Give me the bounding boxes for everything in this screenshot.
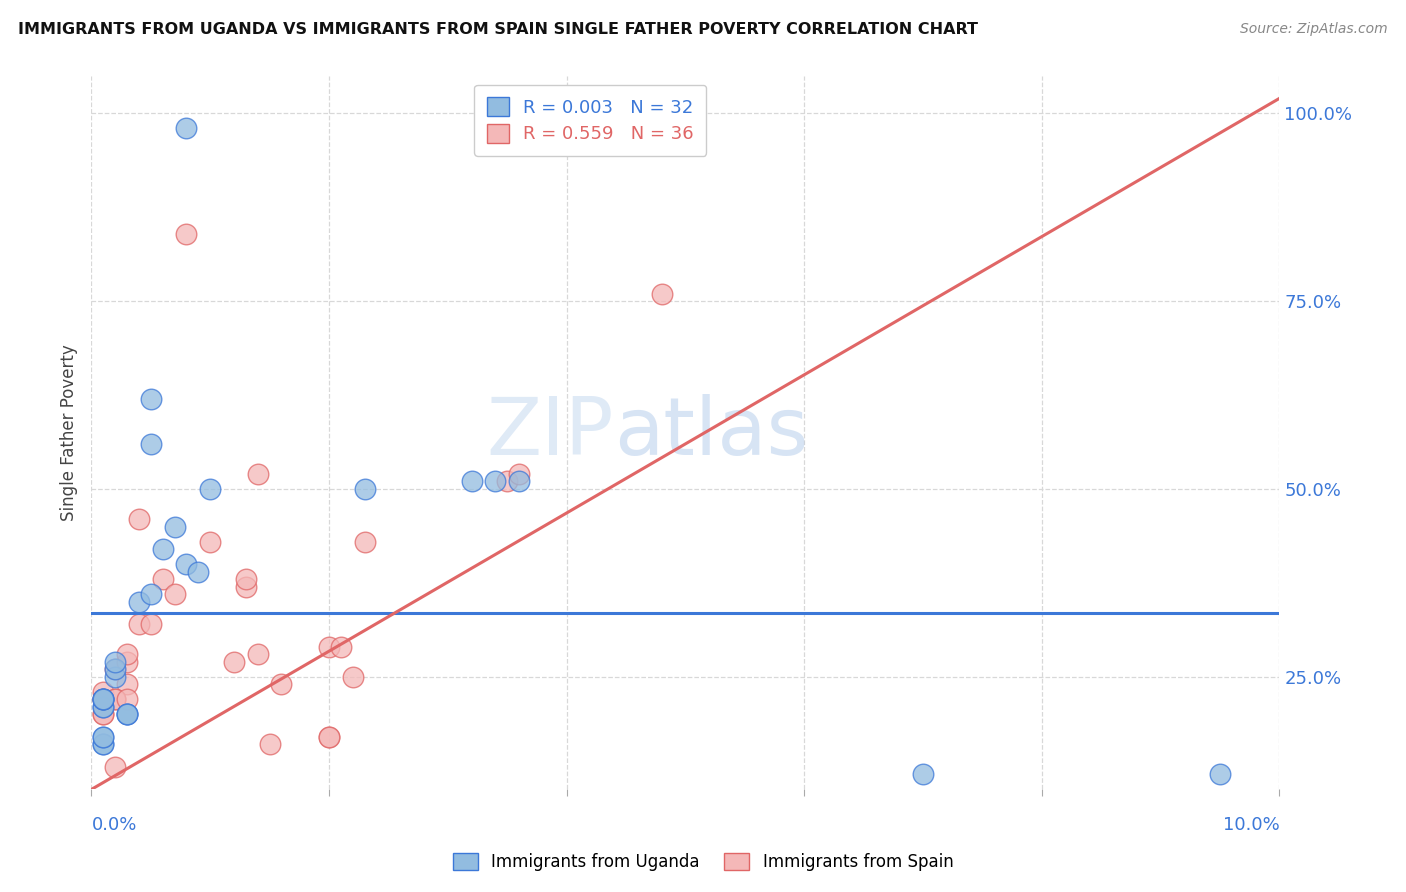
Point	[152, 542, 174, 557]
Point	[508, 467, 530, 481]
Point	[104, 662, 127, 676]
Point	[91, 692, 114, 706]
Point	[353, 534, 375, 549]
Point	[176, 121, 198, 136]
Point	[246, 647, 269, 661]
Point	[222, 655, 245, 669]
Point	[91, 737, 114, 751]
Point	[115, 677, 138, 691]
Point	[115, 707, 138, 722]
Point	[91, 730, 114, 744]
Point	[115, 692, 138, 706]
Text: Source: ZipAtlas.com: Source: ZipAtlas.com	[1240, 22, 1388, 37]
Text: 10.0%: 10.0%	[1223, 816, 1279, 834]
Text: atlas: atlas	[614, 393, 808, 472]
Point	[200, 534, 222, 549]
Point	[91, 692, 114, 706]
Point	[139, 617, 162, 632]
Point	[1209, 767, 1232, 781]
Text: ZIP: ZIP	[486, 393, 614, 472]
Point	[163, 587, 186, 601]
Point	[342, 670, 364, 684]
Point	[270, 677, 292, 691]
Point	[318, 730, 340, 744]
Point	[115, 707, 138, 722]
Point	[651, 286, 673, 301]
Point	[152, 572, 174, 586]
Point	[91, 707, 114, 722]
Point	[91, 737, 114, 751]
Point	[139, 437, 162, 451]
Text: 0.0%: 0.0%	[91, 816, 136, 834]
Point	[329, 640, 352, 654]
Legend: R = 0.003   N = 32, R = 0.559   N = 36: R = 0.003 N = 32, R = 0.559 N = 36	[474, 85, 706, 156]
Point	[235, 580, 257, 594]
Point	[115, 707, 138, 722]
Point	[91, 730, 114, 744]
Point	[104, 655, 127, 669]
Point	[91, 692, 114, 706]
Point	[484, 475, 506, 489]
Point	[460, 475, 482, 489]
Point	[318, 640, 340, 654]
Point	[104, 760, 127, 774]
Point	[91, 699, 114, 714]
Point	[91, 692, 114, 706]
Point	[496, 475, 519, 489]
Point	[104, 692, 127, 706]
Legend: Immigrants from Uganda, Immigrants from Spain: Immigrants from Uganda, Immigrants from …	[444, 845, 962, 880]
Point	[104, 692, 127, 706]
Point	[318, 730, 340, 744]
Point	[246, 467, 269, 481]
Y-axis label: Single Father Poverty: Single Father Poverty	[60, 344, 79, 521]
Point	[911, 767, 934, 781]
Point	[115, 655, 138, 669]
Point	[128, 594, 150, 608]
Point	[176, 227, 198, 241]
Point	[115, 647, 138, 661]
Point	[163, 519, 186, 533]
Point	[139, 587, 162, 601]
Point	[104, 670, 127, 684]
Point	[235, 572, 257, 586]
Point	[91, 692, 114, 706]
Text: IMMIGRANTS FROM UGANDA VS IMMIGRANTS FROM SPAIN SINGLE FATHER POVERTY CORRELATIO: IMMIGRANTS FROM UGANDA VS IMMIGRANTS FRO…	[18, 22, 979, 37]
Point	[91, 707, 114, 722]
Point	[139, 392, 162, 406]
Point	[91, 699, 114, 714]
Point	[508, 475, 530, 489]
Point	[200, 482, 222, 496]
Point	[91, 685, 114, 699]
Point	[104, 662, 127, 676]
Point	[353, 482, 375, 496]
Point	[128, 512, 150, 526]
Point	[259, 737, 281, 751]
Point	[187, 565, 209, 579]
Point	[91, 692, 114, 706]
Point	[176, 557, 198, 571]
Point	[128, 617, 150, 632]
